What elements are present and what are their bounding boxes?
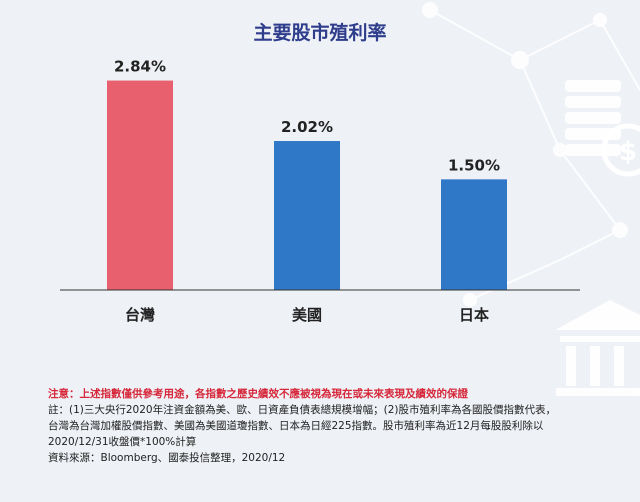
footnote-line-2: 台灣為台灣加權股價指數、美國為美國道瓊指數、日本為日經225指數。股市殖利率為近… bbox=[48, 420, 544, 432]
coin-stack-icon bbox=[565, 80, 621, 156]
bar-chart: 2.84% 台灣 2.02% 美國 1.50% 日本 bbox=[60, 58, 580, 324]
footnote-line-3: 2020/12/31收盤價*100%計算 bbox=[48, 436, 197, 448]
bank-icon bbox=[555, 300, 640, 396]
data-label-3: 1.50% bbox=[448, 156, 500, 174]
dollar-coin-icon: $ bbox=[601, 123, 640, 177]
data-label-2: 2.02% bbox=[281, 118, 333, 136]
category-label-3: 日本 bbox=[459, 306, 489, 324]
data-label-1: 2.84% bbox=[114, 58, 166, 76]
data-source: 資料來源：Bloomberg、國泰投信整理，2020/12 bbox=[48, 452, 286, 464]
chart-title: 主要股市殖利率 bbox=[253, 22, 387, 44]
network-icon bbox=[422, 2, 640, 307]
bar-1 bbox=[107, 80, 173, 290]
disclaimer-warning: 注意：上述指數僅供參考用途，各指數之歷史績效不應被視為現在或未來表現及績效的保證 bbox=[48, 388, 468, 400]
footnote-line-1: 註：(1)三大央行2020年注資金額為美、歐、日資產負債表總規模增幅；(2)股市… bbox=[48, 404, 556, 416]
chart-notes: 注意：上述指數僅供參考用途，各指數之歷史績效不應被視為現在或未來表現及績效的保證… bbox=[48, 386, 618, 466]
bar-3 bbox=[441, 179, 507, 290]
svg-text:$: $ bbox=[619, 137, 637, 167]
bar-2 bbox=[274, 141, 340, 290]
category-label-2: 美國 bbox=[292, 306, 322, 324]
category-label-1: 台灣 bbox=[125, 306, 155, 324]
